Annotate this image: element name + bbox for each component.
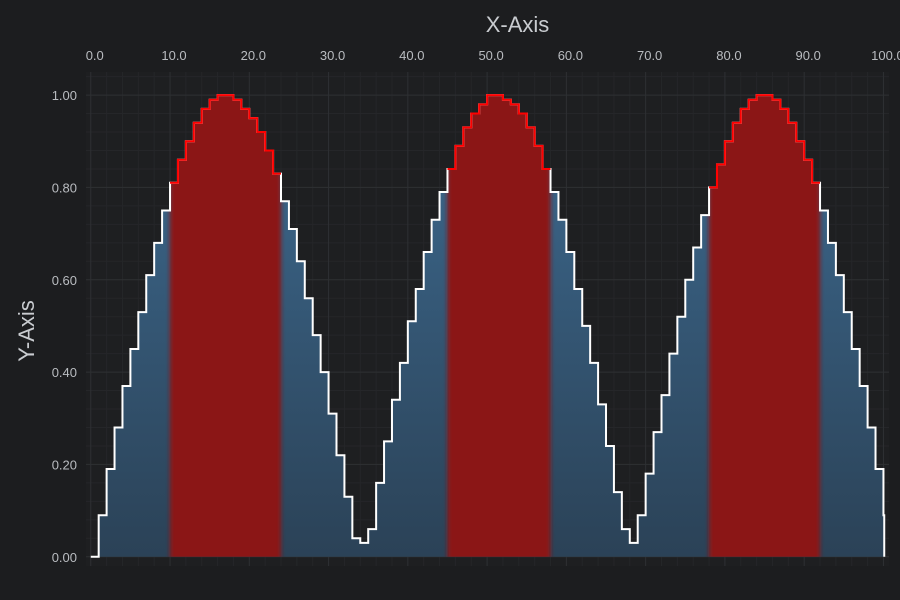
y-tick-label: 0.60 xyxy=(52,273,77,288)
x-tick-label: 10.0 xyxy=(161,48,186,63)
highlight-regions xyxy=(170,95,821,557)
x-axis-title: X-Axis xyxy=(486,12,550,37)
series-layer xyxy=(90,94,886,558)
y-tick-label: 0.20 xyxy=(52,457,77,472)
y-axis-ticks: 0.00 0.20 0.40 0.60 0.80 1.00 xyxy=(52,88,77,565)
y-axis-title: Y-Axis xyxy=(14,300,39,362)
x-tick-label: 100.0 xyxy=(871,48,900,63)
highlight-step-line xyxy=(447,94,551,170)
highlight-step-line xyxy=(170,94,281,184)
y-tick-label: 0.00 xyxy=(52,550,77,565)
highlight-region xyxy=(447,95,551,557)
x-tick-label: 80.0 xyxy=(716,48,741,63)
x-tick-label: 0.0 xyxy=(86,48,104,63)
x-axis-ticks: 0.0 10.0 20.0 30.0 40.0 50.0 60.0 70.0 80.0 90.0 1… xyxy=(86,48,900,63)
x-tick-label: 20.0 xyxy=(241,48,266,63)
y-tick-label: 1.00 xyxy=(52,88,77,103)
y-tick-label: 0.80 xyxy=(52,180,77,195)
x-tick-label: 30.0 xyxy=(320,48,345,63)
y-tick-label: 0.40 xyxy=(52,365,77,380)
x-tick-label: 50.0 xyxy=(478,48,503,63)
highlight-step-line xyxy=(709,94,821,189)
x-tick-label: 90.0 xyxy=(796,48,821,63)
highlight-region xyxy=(170,95,282,557)
x-tick-label: 60.0 xyxy=(558,48,583,63)
x-tick-label: 70.0 xyxy=(637,48,662,63)
x-tick-label: 40.0 xyxy=(399,48,424,63)
highlight-region xyxy=(709,95,821,557)
